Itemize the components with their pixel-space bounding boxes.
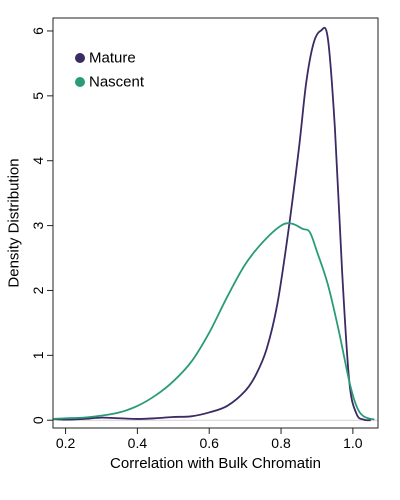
- legend-label-mature: Mature: [89, 50, 136, 67]
- series-line-nascent: [52, 222, 375, 421]
- y-tick-label: 6: [30, 27, 46, 35]
- legend-marker-mature: [75, 53, 85, 63]
- legend-label-nascent: Nascent: [89, 74, 145, 91]
- legend: Mature Nascent: [75, 50, 145, 91]
- y-tick-label: 4: [30, 157, 46, 165]
- y-tick-label: 2: [30, 286, 46, 294]
- x-tick-label: 0.4: [128, 435, 148, 451]
- series-line-mature: [52, 26, 371, 422]
- x-tick-label: 1.0: [343, 435, 363, 451]
- plot-area: [52, 26, 378, 422]
- y-tick-label: 3: [30, 221, 46, 229]
- y-tick-label: 1: [30, 351, 46, 359]
- y-tick-label: 5: [30, 92, 46, 100]
- plot-frame: [52, 17, 379, 429]
- y-tick-label: 0: [30, 416, 46, 424]
- x-tick-label: 0.2: [56, 435, 76, 451]
- x-tick-label: 0.8: [271, 435, 291, 451]
- x-tick-label: 0.6: [199, 435, 219, 451]
- x-axis-title: Correlation with Bulk Chromatin: [110, 455, 321, 472]
- x-axis: 0.2 0.4 0.6 0.8 1.0: [56, 428, 363, 451]
- legend-marker-nascent: [75, 77, 85, 87]
- y-axis-title: Density Distribution: [6, 158, 23, 287]
- y-axis: 0 1 2 3 4 5 6: [30, 27, 53, 424]
